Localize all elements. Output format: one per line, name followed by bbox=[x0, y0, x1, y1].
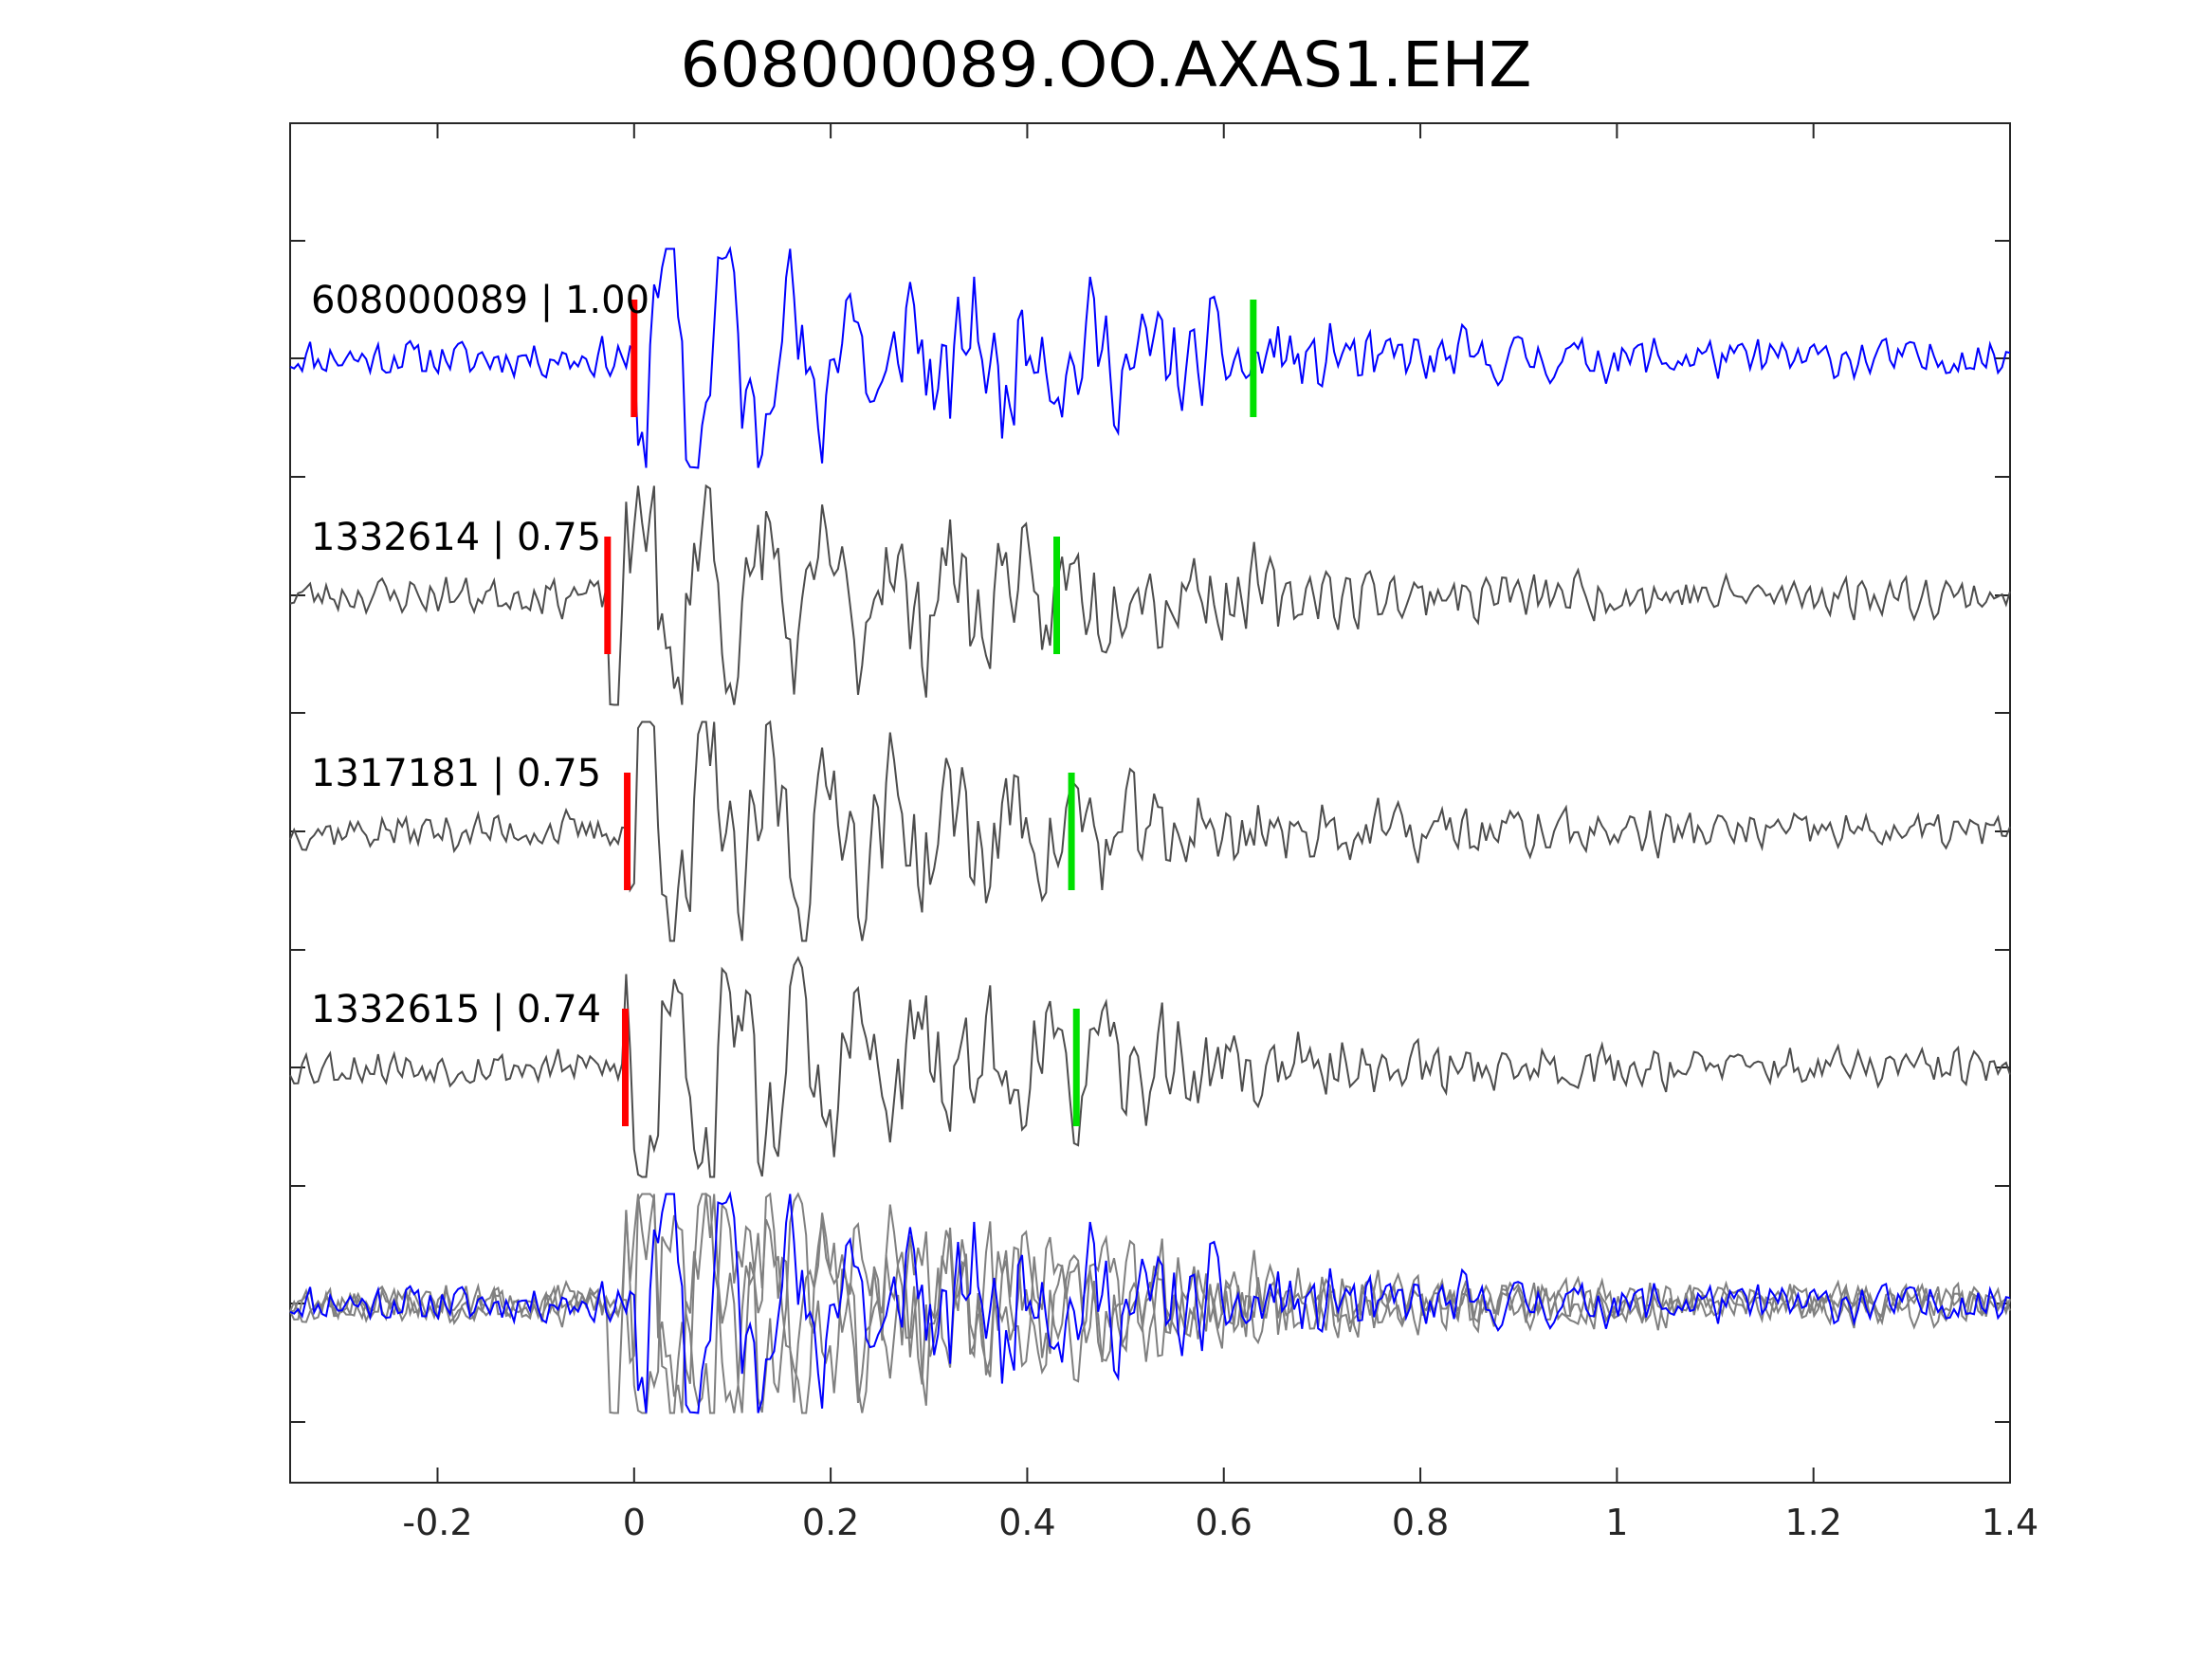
x-tick-label: 0.4 bbox=[998, 1502, 1055, 1543]
x-tick-label: 0.8 bbox=[1392, 1502, 1449, 1543]
x-tick-label: 1.2 bbox=[1784, 1502, 1841, 1543]
overlay-trace-608000089 bbox=[289, 1191, 2011, 1414]
x-tick-label: -0.2 bbox=[402, 1502, 472, 1543]
chart-title: 608000089.OO.AXAS1.EHZ bbox=[680, 28, 1532, 101]
trace-line-1317181 bbox=[289, 720, 2011, 942]
x-tick-label: 1.4 bbox=[1982, 1502, 2038, 1543]
trace-line-1332614 bbox=[289, 483, 2011, 706]
overlay-trace-1332615 bbox=[289, 1192, 2011, 1414]
x-tick-label: 0 bbox=[623, 1502, 646, 1543]
trace-label-1332614: 1332614 | 0.75 bbox=[311, 516, 601, 559]
trace-label-608000089: 608000089 | 1.00 bbox=[311, 279, 649, 322]
trace-line-1332615 bbox=[289, 956, 2011, 1178]
x-tick-label: 0.6 bbox=[1196, 1502, 1252, 1543]
trace-label-1317181: 1317181 | 0.75 bbox=[311, 752, 601, 795]
trace-label-1332615: 1332615 | 0.74 bbox=[311, 988, 601, 1031]
x-tick-label: 1 bbox=[1605, 1502, 1628, 1543]
trace-line-608000089 bbox=[289, 246, 2011, 469]
x-tick-label: 0.2 bbox=[802, 1502, 859, 1543]
axes-box bbox=[289, 122, 2011, 1484]
